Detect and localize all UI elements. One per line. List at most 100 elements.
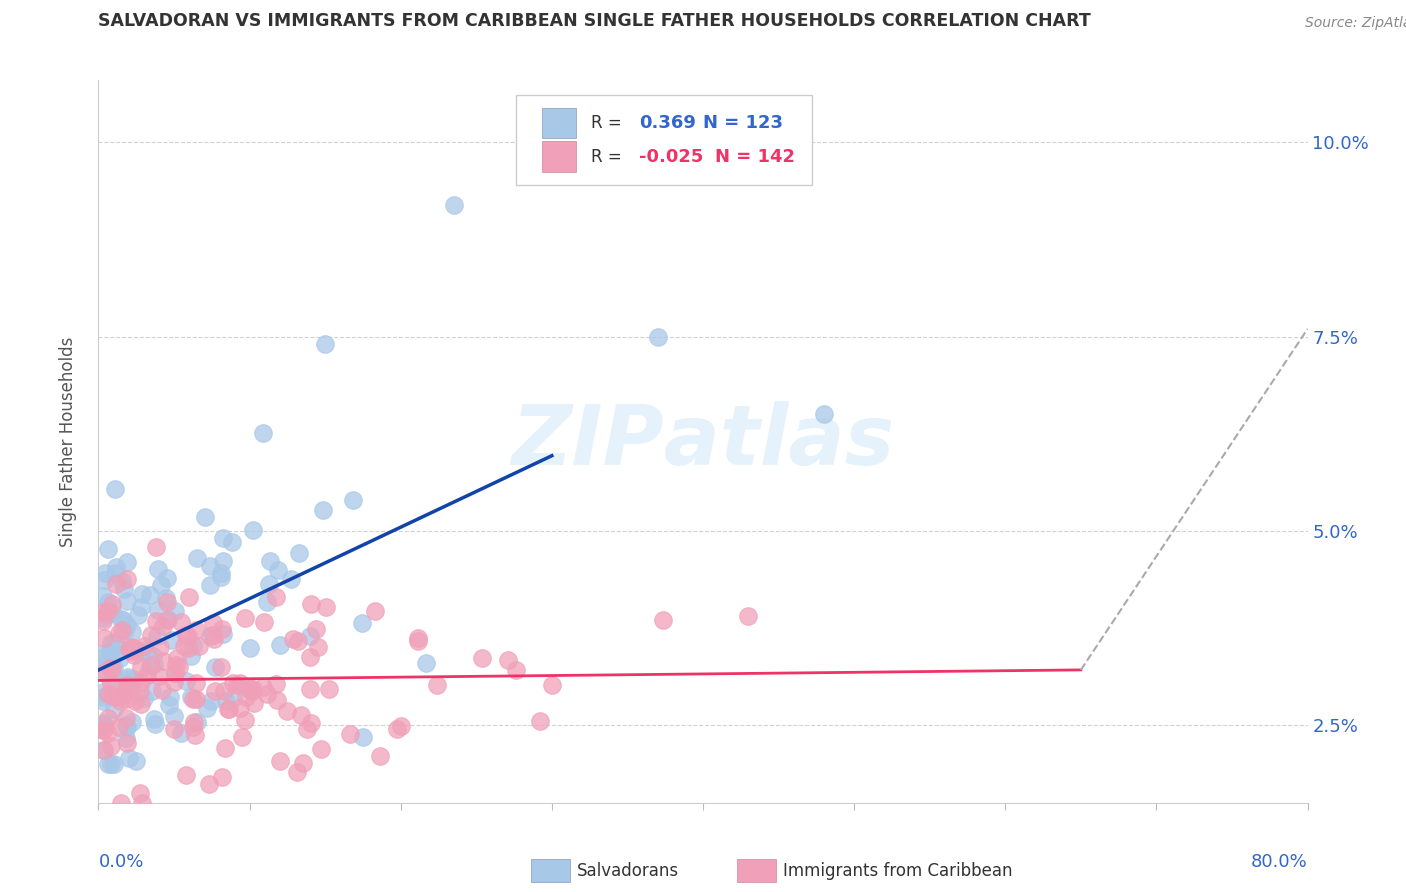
Point: [143, 717, 166, 731]
Point: [136, 667, 159, 681]
Point: [177, 641, 200, 656]
Point: [115, 678, 138, 692]
Point: [443, 197, 465, 211]
Point: [235, 713, 257, 727]
Point: [186, 551, 208, 566]
Point: [256, 687, 278, 701]
Point: [122, 640, 145, 655]
Point: [141, 684, 163, 698]
Point: [180, 648, 202, 663]
Point: [252, 425, 274, 440]
Bar: [543, 142, 576, 172]
Point: [496, 653, 519, 667]
Point: [100, 636, 122, 650]
Text: Salvadorans: Salvadorans: [578, 862, 679, 880]
Point: [471, 651, 494, 665]
Point: [100, 690, 122, 704]
Point: [110, 796, 132, 810]
Point: [406, 632, 429, 646]
Point: [110, 612, 132, 626]
Point: [156, 612, 179, 626]
Text: R =: R =: [591, 147, 627, 166]
Point: [127, 608, 149, 623]
Point: [107, 642, 129, 657]
Point: [142, 712, 165, 726]
Point: [114, 731, 136, 745]
Point: [108, 651, 131, 665]
Text: ZIP​atlas: ZIP​atlas: [512, 401, 894, 482]
Point: [283, 632, 305, 646]
Point: [188, 639, 211, 653]
Point: [269, 638, 291, 652]
Text: 0.369: 0.369: [638, 114, 696, 132]
Point: [91, 648, 114, 662]
Point: [299, 597, 322, 611]
Point: [238, 681, 260, 696]
Point: [103, 701, 125, 715]
Point: [233, 611, 256, 625]
Point: [142, 648, 165, 663]
Point: [198, 777, 221, 791]
Text: N = 142: N = 142: [716, 147, 794, 166]
Text: Immigrants from Caribbean: Immigrants from Caribbean: [783, 862, 1012, 880]
Text: R =: R =: [591, 114, 627, 132]
Point: [214, 740, 236, 755]
Point: [177, 591, 200, 605]
Point: [94, 566, 117, 581]
Point: [114, 683, 136, 698]
Point: [389, 719, 412, 733]
Point: [406, 633, 429, 648]
Point: [163, 722, 186, 736]
Point: [204, 660, 226, 674]
Point: [117, 736, 139, 750]
Point: [91, 723, 114, 737]
Point: [264, 677, 287, 691]
Point: [212, 554, 235, 568]
Point: [253, 615, 276, 629]
Point: [120, 680, 142, 694]
Text: -0.025: -0.025: [638, 147, 703, 166]
Point: [129, 600, 152, 615]
Point: [181, 720, 204, 734]
Point: [129, 675, 152, 690]
Point: [101, 598, 124, 612]
Point: [139, 588, 162, 602]
Point: [298, 649, 321, 664]
Point: [174, 673, 197, 688]
Point: [305, 622, 328, 636]
Point: [93, 743, 115, 757]
Y-axis label: Single Father Households: Single Father Households: [59, 336, 77, 547]
Point: [202, 632, 225, 646]
Point: [292, 756, 315, 771]
Point: [180, 690, 202, 704]
Point: [98, 660, 121, 674]
Point: [314, 337, 336, 351]
Point: [259, 554, 281, 568]
Point: [149, 578, 172, 592]
Point: [288, 546, 311, 560]
Point: [93, 716, 115, 731]
Point: [105, 690, 128, 704]
Point: [156, 613, 179, 627]
Point: [131, 587, 153, 601]
Point: [129, 644, 152, 658]
Point: [209, 570, 232, 584]
Point: [174, 768, 197, 782]
Point: [122, 642, 145, 657]
Point: [115, 573, 138, 587]
Point: [297, 723, 319, 737]
Point: [91, 590, 114, 604]
Point: [100, 739, 122, 754]
Point: [165, 657, 187, 672]
Point: [148, 668, 170, 682]
Point: [177, 629, 200, 643]
Point: [160, 632, 183, 647]
Point: [131, 796, 153, 810]
Point: [121, 624, 143, 639]
Point: [174, 628, 197, 642]
Point: [225, 677, 247, 691]
Point: [163, 666, 186, 681]
Point: [103, 671, 125, 685]
Point: [93, 649, 115, 664]
Point: [117, 670, 139, 684]
